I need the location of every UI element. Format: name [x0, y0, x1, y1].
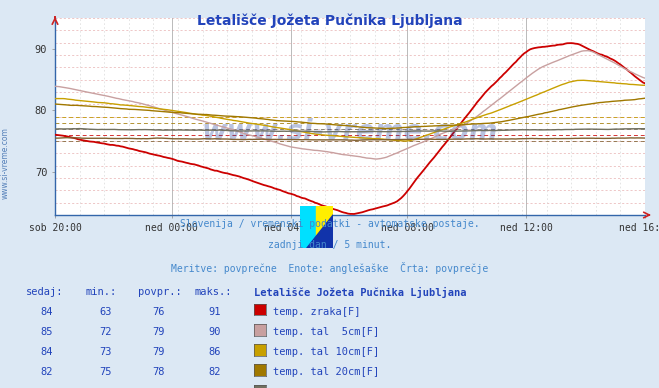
Text: 73: 73 [100, 347, 112, 357]
Text: maks.:: maks.: [194, 287, 232, 297]
Text: 79: 79 [152, 327, 165, 337]
Text: Meritve: povprečne  Enote: anglešaške  Črta: povprečje: Meritve: povprečne Enote: anglešaške Črt… [171, 262, 488, 274]
Text: 76: 76 [152, 307, 165, 317]
Text: 91: 91 [208, 307, 221, 317]
Text: 84: 84 [40, 307, 53, 317]
Text: temp. tal  5cm[F]: temp. tal 5cm[F] [273, 327, 380, 337]
Text: Letališče Jožeta Pučnika Ljubljana: Letališče Jožeta Pučnika Ljubljana [254, 287, 466, 298]
Text: 90: 90 [208, 327, 221, 337]
Text: Letališče Jožeta Pučnika Ljubljana: Letališče Jožeta Pučnika Ljubljana [196, 14, 463, 28]
Text: povpr.:: povpr.: [138, 287, 182, 297]
Bar [316, 206, 333, 248]
Text: 82: 82 [208, 367, 221, 378]
Text: 82: 82 [40, 367, 53, 378]
Text: 84: 84 [40, 347, 53, 357]
Text: zadnji dan / 5 minut.: zadnji dan / 5 minut. [268, 240, 391, 250]
Text: 85: 85 [40, 327, 53, 337]
Text: sedaj:: sedaj: [26, 287, 64, 297]
Polygon shape [306, 214, 333, 248]
Text: 86: 86 [208, 347, 221, 357]
Text: 78: 78 [152, 367, 165, 378]
Text: 75: 75 [100, 367, 112, 378]
Bar [300, 206, 316, 248]
Text: Slovenija / vremenski podatki - avtomatske postaje.: Slovenija / vremenski podatki - avtomats… [180, 219, 479, 229]
Text: temp. tal 10cm[F]: temp. tal 10cm[F] [273, 347, 380, 357]
Text: 72: 72 [100, 327, 112, 337]
Text: temp. tal 20cm[F]: temp. tal 20cm[F] [273, 367, 380, 378]
Text: temp. zraka[F]: temp. zraka[F] [273, 307, 361, 317]
Text: 79: 79 [152, 347, 165, 357]
Text: www.si-vreme.com: www.si-vreme.com [202, 118, 498, 146]
Text: 63: 63 [100, 307, 112, 317]
Text: www.si-vreme.com: www.si-vreme.com [1, 127, 10, 199]
Text: min.:: min.: [86, 287, 117, 297]
